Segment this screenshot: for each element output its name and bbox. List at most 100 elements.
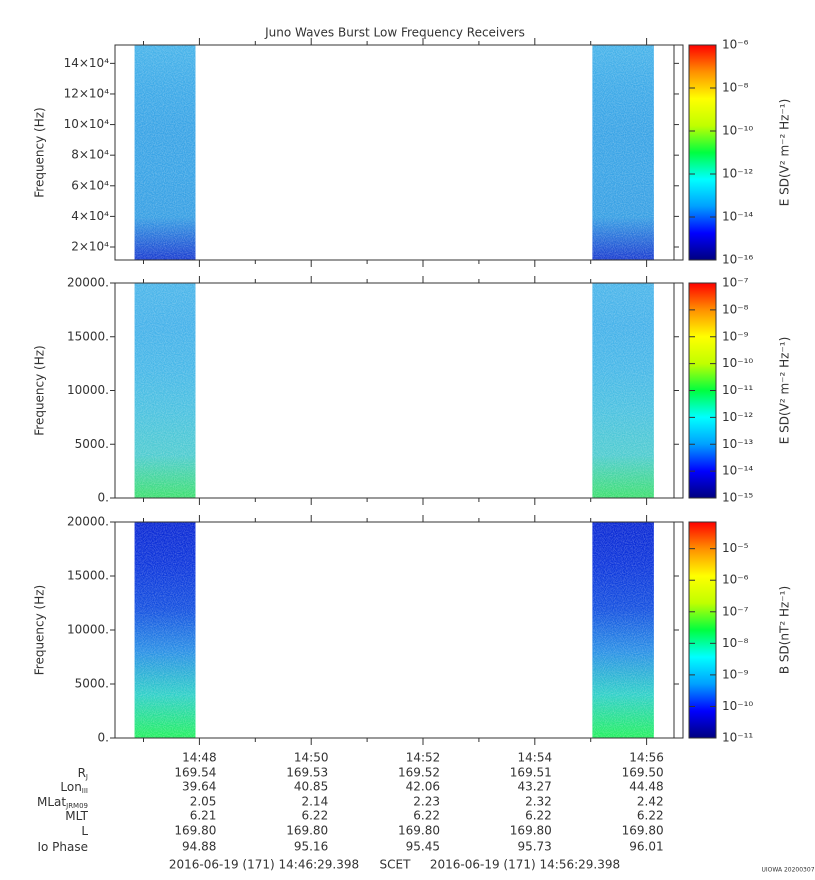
ephemeris-value: 169.52 xyxy=(398,766,440,780)
ephemeris-value: 95.45 xyxy=(406,840,440,854)
y-tick-label: 0. xyxy=(98,491,109,505)
x-tick-label: 14:52 xyxy=(406,751,441,765)
z-tick-label: 10⁻¹² xyxy=(722,410,753,424)
ephemeris-label-text: MLT xyxy=(65,809,88,823)
x-tick-label: 14:56 xyxy=(629,751,664,765)
spectrogram-noise xyxy=(134,45,196,260)
spectrogram-noise xyxy=(592,522,654,738)
z-tick-label: 10⁻⁷ xyxy=(722,604,749,618)
ephemeris-value: 169.80 xyxy=(510,824,552,838)
ephemeris-value: 2.32 xyxy=(525,795,552,809)
spectrogram-noise xyxy=(134,283,196,498)
ephemeris-label-text: MLat xyxy=(37,795,66,809)
ephemeris-value: 169.53 xyxy=(286,766,328,780)
colorbar xyxy=(688,44,717,261)
ephemeris-value: 6.22 xyxy=(525,809,552,823)
footer-start: 2016-06-19 (171) 14:46:29.398 xyxy=(169,858,359,872)
ephemeris-label-text: R xyxy=(78,766,86,780)
ephemeris-value: 6.21 xyxy=(190,809,217,823)
colorbar-side xyxy=(673,282,684,499)
ephemeris-value: 94.88 xyxy=(182,840,216,854)
z-tick-label: 10⁻¹⁴ xyxy=(722,210,753,224)
y-tick-label: 14×10⁴ xyxy=(64,56,110,70)
ephemeris-label: MLT xyxy=(65,809,88,823)
y-tick-label: 15000. xyxy=(67,569,109,583)
colorbar-side xyxy=(673,44,684,261)
z-tick-label: 10⁻¹⁴ xyxy=(722,464,753,478)
y-axis-label: Frequency (Hz) xyxy=(33,107,47,198)
z-tick-label: 10⁻¹¹ xyxy=(722,383,753,397)
y-axis-label: Frequency (Hz) xyxy=(33,585,47,676)
ephemeris-value: 96.01 xyxy=(629,840,663,854)
y-tick-label: 6×10⁴ xyxy=(71,178,109,192)
ephemeris-value: 95.73 xyxy=(517,840,551,854)
ephemeris-label: LonIII xyxy=(60,780,88,796)
y-tick-label: 10×10⁴ xyxy=(64,117,110,131)
ephemeris-label-sub: III xyxy=(82,787,88,795)
y-tick-label: 15000. xyxy=(67,329,109,343)
ephemeris-label: MLatJRM09 xyxy=(37,795,88,811)
z-tick-label: 10⁻⁹ xyxy=(722,329,749,343)
ephemeris-value: 44.48 xyxy=(629,780,663,794)
x-tick-label: 14:50 xyxy=(294,751,329,765)
plot-frame xyxy=(114,44,675,261)
ephemeris-label-text: Lon xyxy=(60,780,81,794)
plot-frame xyxy=(114,282,675,499)
z-tick-label: 10⁻¹⁰ xyxy=(722,124,753,138)
spectrogram-noise xyxy=(592,283,654,498)
ephemeris-label: RJ xyxy=(78,766,88,782)
z-tick-label: 10⁻¹⁵ xyxy=(722,491,753,505)
ephemeris-value: 169.80 xyxy=(398,824,440,838)
y-tick-label: 20000. xyxy=(67,515,109,529)
ephemeris-value: 43.27 xyxy=(517,780,551,794)
ephemeris-value: 169.50 xyxy=(622,766,664,780)
plot-frame xyxy=(114,521,675,739)
z-tick-label: 10⁻⁸ xyxy=(722,81,749,95)
spectrogram-noise xyxy=(592,45,654,260)
colorbar-label: B SD(nT² Hz⁻¹) xyxy=(778,586,792,674)
ephemeris-value: 2.42 xyxy=(637,795,664,809)
footer-end: 2016-06-19 (171) 14:56:29.398 xyxy=(430,858,620,872)
z-tick-label: 10⁻⁷ xyxy=(722,276,749,290)
z-tick-label: 10⁻¹⁰ xyxy=(722,356,753,370)
ephemeris-value: 6.22 xyxy=(301,809,328,823)
ephemeris-label-sub: JRM09 xyxy=(65,802,88,810)
x-tick-label: 14:48 xyxy=(182,751,217,765)
ephemeris-value: 2.23 xyxy=(413,795,440,809)
ephemeris-value: 6.22 xyxy=(637,809,664,823)
y-tick-label: 2×10⁴ xyxy=(71,239,109,253)
y-tick-label: 5000. xyxy=(75,677,109,691)
ephemeris-value: 169.80 xyxy=(286,824,328,838)
ephemeris-label: Io Phase xyxy=(37,840,88,854)
z-tick-label: 10⁻¹⁰ xyxy=(722,699,753,713)
ephemeris-label-text: L xyxy=(81,824,88,838)
ephemeris-label: L xyxy=(81,824,88,838)
ephemeris-value: 39.64 xyxy=(182,780,216,794)
y-tick-label: 10000. xyxy=(67,623,109,637)
z-tick-label: 10⁻⁹ xyxy=(722,667,749,681)
y-tick-label: 5000. xyxy=(75,437,109,451)
ephemeris-value: 169.51 xyxy=(510,766,552,780)
z-tick-label: 10⁻¹⁶ xyxy=(722,253,753,267)
ephemeris-value: 169.54 xyxy=(174,766,216,780)
z-tick-label: 10⁻⁵ xyxy=(722,541,749,555)
z-tick-label: 10⁻⁶ xyxy=(722,38,749,52)
z-tick-label: 10⁻⁶ xyxy=(722,573,749,587)
z-tick-label: 10⁻¹¹ xyxy=(722,731,753,745)
colorbar-label: E SD(V² m⁻² Hz⁻¹) xyxy=(778,99,792,207)
ephemeris-value: 6.22 xyxy=(413,809,440,823)
chart-title: Juno Waves Burst Low Frequency Receivers xyxy=(264,26,525,40)
z-tick-label: 10⁻¹² xyxy=(722,167,753,181)
ephemeris-value: 40.85 xyxy=(294,780,328,794)
ephemeris-label-text: Io Phase xyxy=(37,840,88,854)
footer-stamp: UIOWA 20200307 xyxy=(761,867,814,874)
colorbar-side xyxy=(673,521,684,739)
z-tick-label: 10⁻⁸ xyxy=(722,302,749,316)
y-tick-label: 10000. xyxy=(67,383,109,397)
spectrogram-noise xyxy=(134,522,196,738)
y-tick-label: 0. xyxy=(98,731,109,745)
ephemeris-value: 95.16 xyxy=(294,840,328,854)
colorbar xyxy=(688,521,717,739)
y-tick-label: 8×10⁴ xyxy=(71,148,109,162)
